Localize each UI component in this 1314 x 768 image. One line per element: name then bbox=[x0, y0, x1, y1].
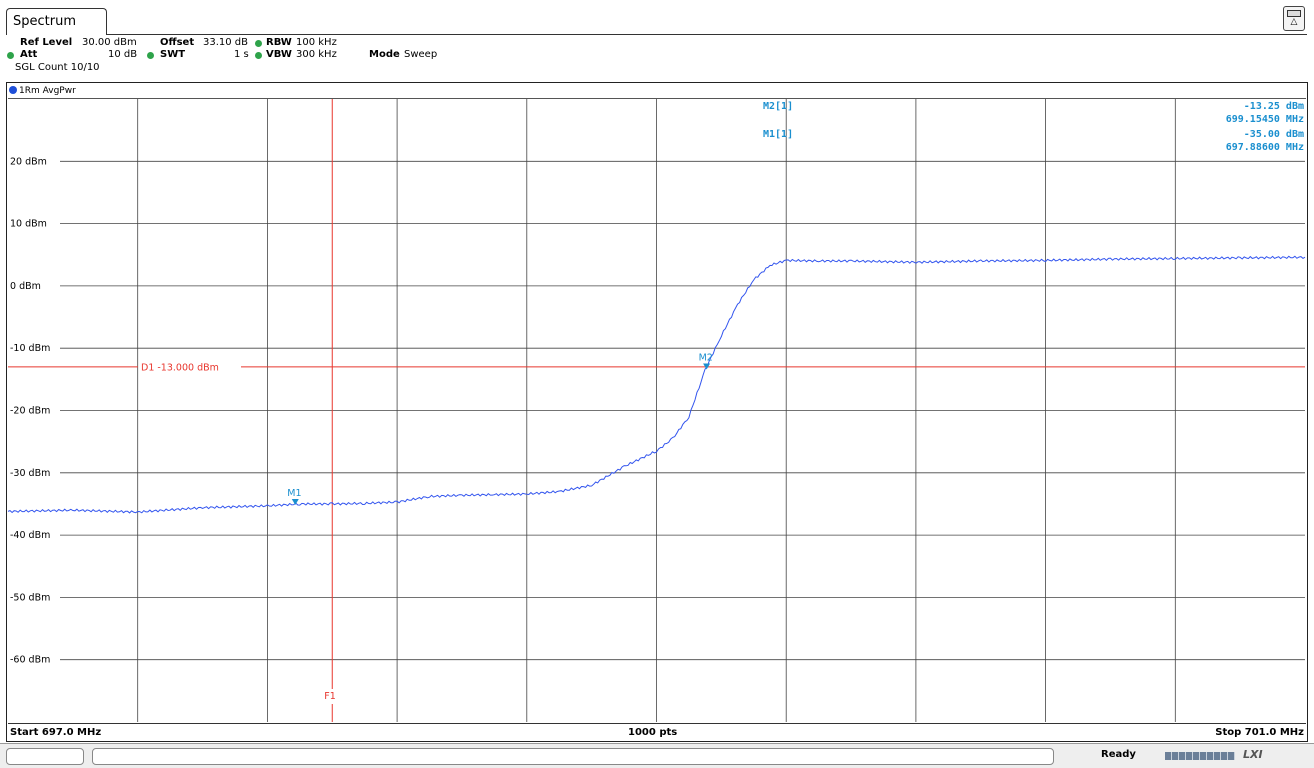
ref-level-value: 30.00 dBm bbox=[82, 37, 137, 48]
y-tick-label: 10 dBm bbox=[10, 219, 47, 230]
vbw-value: 300 kHz bbox=[296, 49, 337, 60]
y-tick-label: 0 dBm bbox=[10, 281, 41, 292]
y-tick-labels: 20 dBm 10 dBm 0 dBm -10 dBm -20 dBm -30 dBm -4… bbox=[10, 156, 50, 665]
trace-header: 1Rm AvgPwr bbox=[8, 84, 1306, 99]
y-tick-label: -40 dBm bbox=[10, 530, 50, 541]
ready-status: Ready bbox=[1101, 749, 1136, 760]
sgl-count: SGL Count 10/10 bbox=[15, 62, 100, 73]
ref-level-label: Ref Level bbox=[20, 37, 73, 48]
swt-label: SWT bbox=[160, 49, 186, 60]
lxi-logo-icon: LXI bbox=[1243, 748, 1263, 761]
y-tick-label: -50 dBm bbox=[10, 592, 50, 603]
offset-label: Offset bbox=[160, 37, 195, 48]
y-tick-label: -60 dBm bbox=[10, 655, 50, 666]
mode-value: Sweep bbox=[404, 49, 438, 60]
frequency-line-label: F1 bbox=[324, 691, 336, 702]
display-line-label: D1 -13.000 dBm bbox=[141, 362, 219, 373]
status-bar: Ready LXI bbox=[0, 743, 1314, 768]
plot-grid bbox=[60, 99, 1305, 722]
tab-spectrum-label: Spectrum bbox=[13, 14, 76, 29]
diagram-frame bbox=[6, 82, 1308, 742]
marker-table: M2[1] -13.25 dBm 699.15450 MHz M1[1] -35.00 … bbox=[763, 101, 1304, 153]
vbw-led-icon bbox=[255, 52, 262, 59]
y-tick-label: -20 dBm bbox=[10, 406, 50, 417]
marker-group: M1 M2 bbox=[287, 352, 713, 505]
start-frequency: Start 697.0 MHz bbox=[10, 727, 102, 738]
tab-spectrum[interactable]: Spectrum bbox=[6, 8, 107, 35]
att-label: Att bbox=[20, 49, 38, 60]
offset-led-icon bbox=[255, 40, 262, 47]
stop-frequency: Stop 701.0 MHz bbox=[1215, 727, 1304, 738]
marker-table-level: -35.00 dBm bbox=[1244, 129, 1304, 140]
sweep-progress-bar bbox=[1165, 752, 1235, 760]
tab-divider bbox=[107, 34, 1307, 35]
rbw-label: RBW bbox=[266, 37, 292, 48]
sweep-points: 1000 pts bbox=[628, 727, 678, 738]
trace-group bbox=[7, 255, 1306, 514]
tab-bar: Spectrum △ bbox=[0, 0, 1314, 37]
offset-value: 33.10 dB bbox=[203, 37, 249, 48]
system-toggle-icon[interactable]: △ bbox=[1283, 6, 1305, 31]
marker-table-level: -13.25 dBm bbox=[1244, 101, 1304, 112]
y-tick-label: -30 dBm bbox=[10, 468, 50, 479]
mode-label: Mode bbox=[369, 49, 400, 60]
att-value: 10 dB bbox=[108, 49, 138, 60]
trace-header-label: 1Rm AvgPwr bbox=[19, 86, 76, 96]
measurement-settings: Ref Level 30.00 dBm Offset 33.10 dB RBW … bbox=[0, 37, 1314, 82]
vbw-label: VBW bbox=[266, 49, 292, 60]
swt-value: 1 s bbox=[234, 49, 249, 60]
axis-footer: Start 697.0 MHz 1000 pts Stop 701.0 MHz bbox=[8, 723, 1306, 741]
trace-indicator-icon bbox=[9, 86, 17, 94]
marker-table-name: M2[1] bbox=[763, 101, 793, 112]
y-tick-label: 20 dBm bbox=[10, 156, 47, 167]
marker-m2-triangle bbox=[703, 363, 711, 370]
rbw-value: 100 kHz bbox=[296, 37, 337, 48]
reference-lines: D1 -13.000 dBm F1 bbox=[8, 99, 1305, 722]
trace-line bbox=[7, 255, 1306, 514]
status-field-left bbox=[6, 748, 84, 765]
marker-m1-label: M1 bbox=[287, 488, 301, 499]
marker-table-name: M1[1] bbox=[763, 129, 793, 140]
marker-table-frequency: 699.15450 MHz bbox=[1226, 114, 1304, 125]
status-message-field bbox=[92, 748, 1054, 765]
y-tick-label: -10 dBm bbox=[10, 343, 50, 354]
marker-m2-label: M2 bbox=[699, 352, 713, 363]
swt-led-icon bbox=[147, 52, 154, 59]
marker-m1-triangle bbox=[291, 498, 299, 505]
att-led-icon bbox=[7, 52, 14, 59]
marker-table-frequency: 697.88600 MHz bbox=[1226, 142, 1304, 153]
